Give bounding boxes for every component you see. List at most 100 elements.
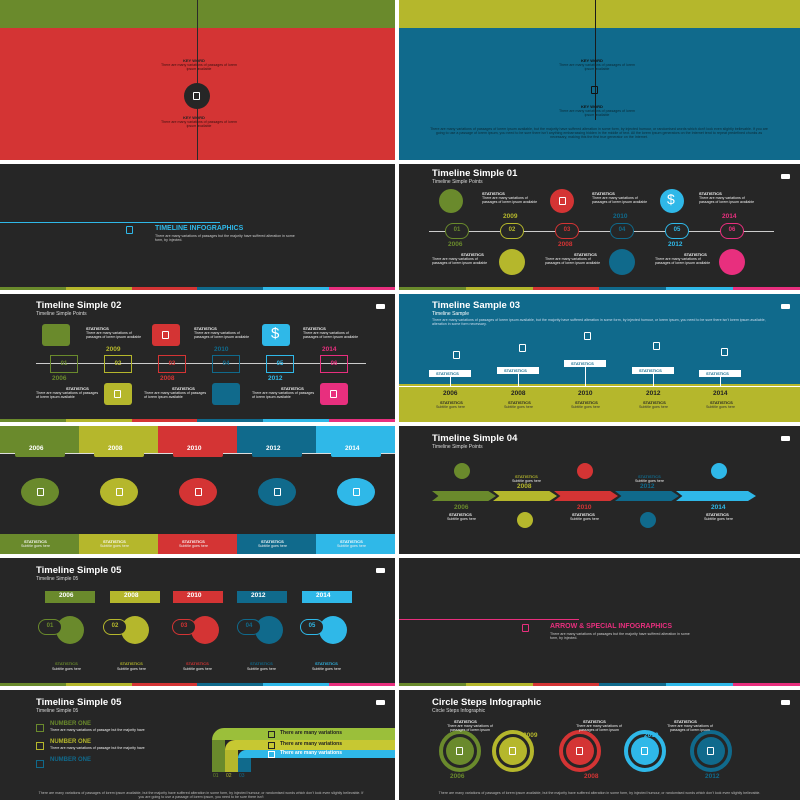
step-ring-3 bbox=[559, 730, 601, 772]
checkbox-3 bbox=[36, 760, 44, 768]
year-2: 2008 bbox=[124, 592, 139, 599]
slide-subtitle: Timeline Simple 05 bbox=[36, 708, 79, 714]
stat-label-top-1: STATISTICS bbox=[86, 326, 109, 331]
year-2: 2008 bbox=[511, 390, 526, 397]
document-icon bbox=[330, 390, 337, 398]
timeline-axis bbox=[399, 386, 800, 387]
pin-4 bbox=[640, 512, 656, 528]
stat-sub-label-2: STATISTICS bbox=[508, 400, 531, 405]
stem-num-2: 02 bbox=[226, 773, 232, 779]
center-circle bbox=[184, 83, 210, 109]
stat-sub-label-1: STATISTICS bbox=[440, 400, 463, 405]
sub-5: Subtitle goes here bbox=[706, 405, 735, 409]
stat-label-4: STATISTICS bbox=[639, 368, 662, 373]
year-2: 2009 bbox=[503, 213, 518, 220]
vertical-line bbox=[197, 0, 198, 160]
slide-subtitle: Timeline Simple Points bbox=[36, 311, 87, 317]
year-3: 2008 bbox=[584, 773, 599, 780]
slide-key-word-vertical-teal: KEY WORD There are many variations of pa… bbox=[399, 0, 800, 160]
slide-subtitle: Timeline Simple Points bbox=[432, 444, 483, 450]
step-disc-2 bbox=[499, 737, 527, 765]
year-2: 2009 bbox=[523, 732, 538, 739]
document-icon bbox=[37, 488, 44, 496]
section-desc: There are many variations of passages bu… bbox=[550, 632, 690, 641]
curve-stem-blue bbox=[238, 758, 251, 772]
document-icon bbox=[274, 488, 281, 496]
num-4: 04 bbox=[237, 619, 261, 635]
color-bar bbox=[399, 287, 800, 290]
marker-5 bbox=[660, 189, 684, 213]
paragraph: There are many variations of passages of… bbox=[432, 318, 766, 327]
sub-3: Subtitle goes here bbox=[570, 517, 599, 521]
year-tab-3 bbox=[173, 591, 223, 603]
year-tab-4 bbox=[252, 444, 302, 457]
label-1: NUMBER ONE bbox=[50, 721, 92, 727]
timeline-axis bbox=[36, 363, 366, 364]
year-4: 2012 bbox=[251, 592, 266, 599]
year-2: 2008 bbox=[517, 483, 532, 490]
pin-1 bbox=[454, 463, 470, 479]
arrow-1 bbox=[432, 491, 496, 501]
col-sub-5: Subtitle goes here bbox=[337, 544, 366, 548]
node-2: 02 bbox=[104, 355, 132, 373]
year-5: 2014 bbox=[711, 504, 726, 511]
num-3: 03 bbox=[172, 619, 196, 635]
stat-label-1: STATISTICS bbox=[583, 719, 606, 724]
vertical-line bbox=[595, 0, 596, 120]
col-circle-3 bbox=[179, 478, 217, 506]
sub-1: Subtitle goes here bbox=[447, 517, 476, 521]
stat-label-top-2: STATISTICS bbox=[194, 326, 217, 331]
stat-label-5: STATISTICS bbox=[706, 371, 729, 376]
node-4: 04 bbox=[212, 355, 240, 373]
stem-4 bbox=[653, 374, 654, 386]
num-2: 02 bbox=[103, 619, 127, 635]
label-2: NUMBER ONE bbox=[50, 739, 92, 745]
sub-4: Subtitle goes here bbox=[247, 667, 276, 671]
year-3: 2008 bbox=[558, 241, 573, 248]
arrow-3 bbox=[554, 491, 618, 501]
col-sub-1: Subtitle goes here bbox=[21, 544, 50, 548]
document-icon bbox=[195, 488, 202, 496]
marker-1 bbox=[439, 189, 463, 213]
node-2: 02 bbox=[500, 223, 524, 239]
stat-label-2: STATISTICS bbox=[504, 368, 527, 373]
paragraph: There are many variations of passages of… bbox=[430, 127, 768, 140]
document-icon bbox=[641, 747, 648, 755]
stat-desc-1: There are many variations of passages of… bbox=[576, 724, 622, 733]
bar-text-3: There are many variations bbox=[280, 750, 342, 756]
stat-box-4 bbox=[632, 367, 674, 374]
slide-timeline-simple-01: Timeline Simple 01 Timeline Simple Point… bbox=[399, 164, 800, 290]
paragraph: There are many variations of passages of… bbox=[38, 791, 364, 800]
year-4: 2010 bbox=[644, 732, 659, 739]
year-5: 2014 bbox=[713, 390, 728, 397]
slide-circle-steps: Circle Steps Infographic Circle Steps In… bbox=[399, 690, 800, 800]
box-2 bbox=[104, 383, 132, 405]
stat-label-4: STATISTICS bbox=[250, 661, 273, 666]
year-6: 2014 bbox=[722, 213, 737, 220]
sub-2: Subtitle goes here bbox=[512, 479, 541, 483]
year-1: 2006 bbox=[52, 375, 67, 382]
document-icon bbox=[707, 747, 714, 755]
year-2: 2009 bbox=[106, 346, 121, 353]
box-6 bbox=[320, 383, 348, 405]
year-4: 2012 bbox=[266, 445, 281, 452]
stat-label-3: STATISTICS bbox=[186, 661, 209, 666]
stem-3 bbox=[585, 367, 586, 386]
stat-label-3: STATISTICS bbox=[454, 719, 477, 724]
curve-bar-green bbox=[212, 728, 395, 740]
document-icon bbox=[114, 390, 121, 398]
year-4: 2010 bbox=[214, 346, 229, 353]
stat-desc-top-3: There are many variations of passages of… bbox=[303, 331, 359, 340]
year-tab-5 bbox=[331, 444, 381, 457]
slide-subtitle: Timeline Sample bbox=[432, 311, 470, 317]
stat-label-1: STATISTICS bbox=[436, 371, 459, 376]
slide-key-word-vertical-red: KEY WORD There are many variations of pa… bbox=[0, 0, 395, 160]
curve-bar-blue bbox=[238, 750, 395, 758]
sub-5: Subtitle goes here bbox=[704, 517, 733, 521]
curve-stem-olive bbox=[225, 750, 238, 772]
section-title: TIMELINE INFOGRAPHICS bbox=[155, 225, 244, 232]
sub-2: Subtitle goes here bbox=[504, 405, 533, 409]
year-6: 2014 bbox=[322, 346, 337, 353]
slide-timeline-simple-05-curved: Timeline Simple 05 Timeline Simple 05 NU… bbox=[0, 690, 395, 800]
slide-badge bbox=[781, 174, 790, 179]
